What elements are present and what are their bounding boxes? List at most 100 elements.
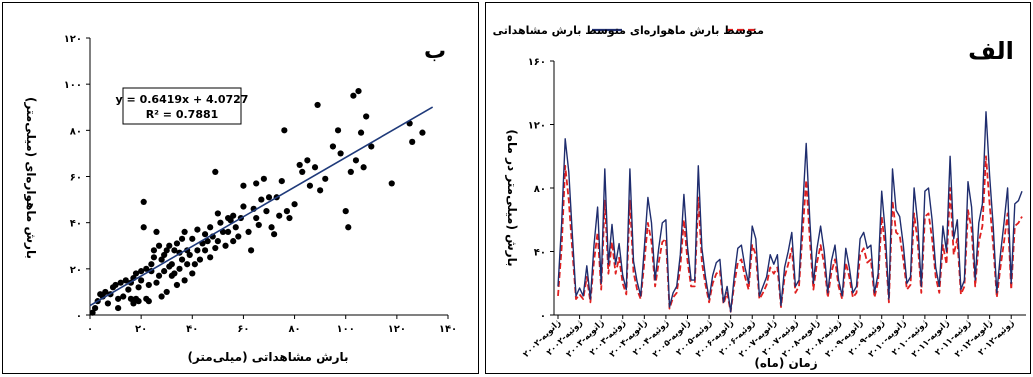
scatter-point [153,279,160,286]
scatter-point [311,164,319,171]
scatter-point [337,150,344,157]
scatter-point [230,212,237,219]
scatter-point [212,244,219,252]
scatter-point [138,268,145,275]
equation-box [122,87,242,125]
x-axis-title: بارش مشاهداتی (میلی‌متر) [187,350,348,364]
scatter-point [245,228,252,235]
scatter-point [253,214,260,222]
scatter-point [176,265,183,272]
scatter-point [357,129,365,136]
scatter-point [122,277,129,284]
scatter-point [161,268,168,275]
scatter-point [253,180,260,187]
y-tick-label: ۶۰ [70,173,82,184]
scatter-point [271,231,278,238]
scatter-point [240,182,247,189]
scatter-point [201,231,209,238]
x-tick-label: ۱۴۰ [439,324,457,335]
scatter-point [286,214,293,222]
scatter-point [363,113,370,120]
scatter-point [191,261,198,268]
scatter-point [260,175,267,182]
scatter-point [171,247,178,254]
scatter-point [168,261,175,268]
panel-label-b: ب [424,39,446,64]
scatter-point [171,270,178,277]
scatter-axes: ۰ ۲۰ ۴۰ ۶۰ ۸۰ ۱۰۰ ۱۲۰ ۱۴۰ ۰ ۲۰ ۴۰ ۶۰ ۸۰ ۱۰۰ ۱۲۰ [64,34,457,335]
scatter-point [342,208,349,215]
value-tick-label: ۴۰ [534,248,546,259]
y-tick-label: ۲۰ [70,265,82,276]
y-tick-label: ۴۰ [70,219,82,230]
scatter-point [138,277,145,284]
scatter-point [296,161,303,169]
y-tick-label: ۱۲۰ [64,34,82,45]
scatter-point [222,242,229,249]
scatter-point [276,212,283,219]
scatter-point [278,178,285,185]
scatter-point [368,143,375,150]
scatter-point [314,101,321,109]
scatter-point [317,187,324,194]
scatter-point [145,298,152,305]
scatter-point [158,256,165,263]
scatter-point [132,270,140,277]
observed-series-line [557,111,1023,313]
value-tick-label: ۰ [540,311,546,322]
scatter-point [334,127,342,134]
scatter-point [207,224,214,231]
x-tick-label: ۴۰ [186,324,198,335]
scatter-point [189,270,196,277]
scatter-point [140,224,147,231]
timeseries-lines [557,111,1023,313]
scatter-point [189,235,196,242]
panel-label-a: الف [968,37,1014,65]
scatter-point [150,247,158,254]
scatter-point [178,256,186,263]
value-tick-label: ۱۶۰ [528,57,546,68]
scatter-point [143,265,150,272]
scatter-point [181,228,188,235]
scatter-point [130,300,137,307]
scatter-point [166,242,173,249]
scatter-point [140,198,147,205]
scatter-point [115,295,122,302]
y-tick-label: ۱۰۰ [64,80,82,91]
scatter-point [291,201,298,208]
value-tick-label: ۸۰ [534,184,546,195]
scatter-point [102,288,109,296]
scatter-point [329,143,337,150]
scatter-point [355,87,362,95]
legend-satellite-label: متوسط بارش ماهواره‌ای [630,24,764,37]
time-axis-title: زمان (ماه) [754,356,817,370]
scatter-point [224,228,232,235]
scatter-point [304,157,311,164]
scatter-point [89,309,96,316]
scatter-point [235,233,242,240]
scatter-point [181,277,188,284]
scatter-point [299,168,306,175]
scatter-point [161,251,168,259]
scatter-point [281,127,288,134]
scatter-point [419,129,426,136]
scatter-point [158,293,165,300]
scatter-point [194,247,201,254]
scatter-point [127,295,135,302]
scatter-point [248,247,255,254]
r-squared-text: R² = 0.7881 [146,108,219,121]
scatter-point [135,298,142,305]
scatter-point [207,254,214,261]
timeseries-panel: ۰ ۴۰ ۸۰ ۱۲۰ ۱۶۰ ژانویه-۲۰۰۲ ژوئیه-۲۰۰۲ ژانویه-۲… [485,2,1031,374]
x-tick-label: ۸۰ [288,324,300,335]
scatter-point [322,175,329,182]
trendline [89,106,434,307]
x-tick-label: ۶۰ [237,324,249,335]
scatter-point [232,224,239,231]
scatter-point [306,182,314,189]
scatter-point [347,168,354,175]
y-axis-title: بارش ماهواره‌ای (میلی‌متر) [23,97,38,259]
scatter-point [214,238,221,245]
scatter-point [263,208,270,215]
scatter-point [178,235,186,242]
